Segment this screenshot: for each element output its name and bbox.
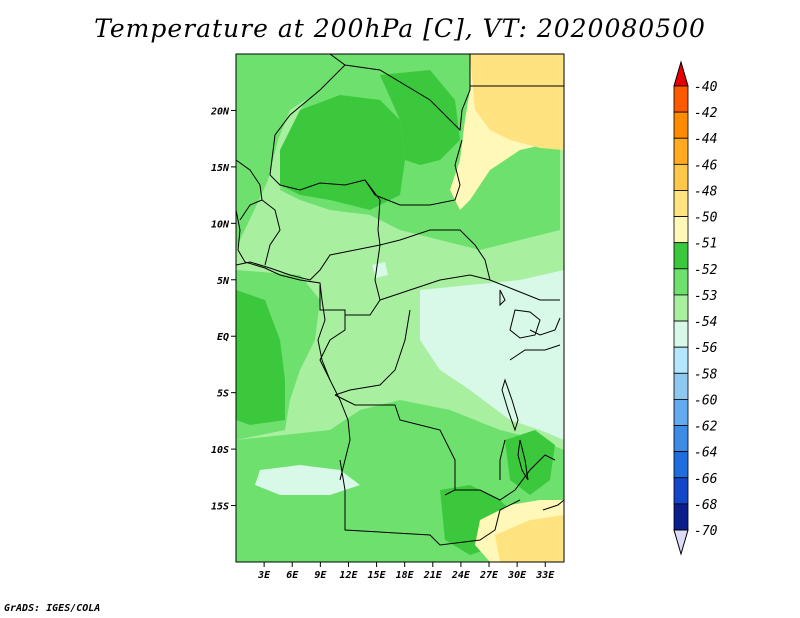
border-line — [499, 439, 506, 480]
lon-tick-label: 3E — [257, 570, 271, 581]
lon-tick-label: 12E — [339, 570, 358, 581]
temperature-field — [236, 54, 564, 562]
colorbar-label: -70 — [694, 524, 718, 539]
border-line — [455, 454, 556, 501]
grads-credit: GrADS: IGES/COLA — [4, 603, 101, 614]
colorbar: -40 -42 -44 -46 -48 -50 -51 -52 -53 -54 -56 -58 -60 -… — [673, 60, 718, 556]
colorbar-swatch — [673, 242, 689, 270]
field-band-minus54-south — [255, 465, 360, 495]
lat-tick-label: 20N — [210, 106, 230, 117]
field-band-minus52-northeast — [380, 70, 460, 165]
colorbar-label: -68 — [694, 498, 718, 513]
colorbar-swatch — [673, 503, 689, 531]
colorbar-label: -40 — [694, 80, 718, 95]
lat-tick-label: EQ — [217, 332, 229, 343]
colorbar-bottom-triangle — [673, 529, 689, 556]
colorbar-label: -66 — [694, 472, 718, 487]
colorbar-swatch — [673, 320, 689, 348]
colorbar-label: -51 — [694, 237, 717, 252]
colorbar-label: -52 — [694, 263, 718, 278]
field-band-minus52-east — [505, 430, 555, 495]
lake-victoria — [509, 309, 541, 339]
field-band-minus50-northeast — [470, 54, 564, 150]
border-line — [236, 229, 491, 281]
longitude-axis: 3E 6E 9E 12E 15E 18E 21E 24E 27E 30E 33E — [257, 562, 555, 581]
colorbar-label: -48 — [694, 184, 718, 199]
border-line — [542, 499, 564, 511]
border-line — [269, 64, 381, 246]
lake-tanganyika — [501, 378, 519, 432]
field-band-minus53-west — [236, 54, 330, 250]
colorbar-swatch — [673, 477, 689, 505]
colorbar-top-triangle — [673, 60, 689, 87]
field-band-minus50-southeast — [495, 515, 564, 562]
colorbar-swatch — [673, 399, 689, 426]
colorbar-label: -44 — [694, 132, 717, 147]
lon-tick-label: 27E — [479, 570, 499, 581]
colorbar-label: -64 — [694, 446, 717, 461]
colorbar-label: -50 — [694, 211, 718, 226]
colorbar-swatch — [673, 425, 689, 453]
colorbar-swatch — [673, 268, 689, 296]
colorbar-label: -56 — [694, 341, 718, 356]
field-band-minus54-east — [420, 270, 564, 440]
colorbar-swatch — [673, 163, 689, 191]
lon-tick-label: 18E — [396, 570, 415, 581]
lon-tick-label: 15E — [368, 570, 387, 581]
lon-tick-label: 24E — [451, 570, 471, 581]
colorbar-label: -58 — [694, 367, 718, 382]
lake-albert — [499, 289, 506, 307]
country-borders — [236, 54, 564, 546]
border-line — [261, 199, 281, 266]
colorbar-label: -42 — [694, 106, 718, 121]
lat-tick-label: 10N — [211, 219, 230, 230]
colorbar-swatch — [673, 190, 689, 217]
lat-tick-label: 10S — [211, 445, 229, 456]
field-band-minus52-west — [236, 290, 285, 425]
border-line — [529, 317, 561, 336]
colorbar-label: -54 — [694, 315, 717, 330]
colorbar-label: -62 — [694, 420, 718, 435]
lon-tick-label: 30E — [507, 570, 527, 581]
lon-tick-label: 9E — [314, 570, 327, 581]
colorbar-swatch — [673, 111, 689, 139]
border-line — [236, 159, 263, 221]
colorbar-label: -46 — [694, 158, 718, 173]
colorbar-swatch — [673, 85, 689, 113]
lat-tick-label: 15N — [211, 163, 230, 174]
colorbar-swatch — [673, 137, 689, 165]
border-line — [334, 394, 456, 496]
colorbar-swatch — [673, 216, 689, 244]
map-title: Temperature at 200hPa [C], VT: 202008050… — [94, 14, 706, 43]
colorbar-label: -60 — [694, 393, 718, 408]
lat-tick-label: 5N — [217, 276, 230, 287]
lon-tick-label: 6E — [286, 570, 299, 581]
border-line — [339, 459, 521, 546]
colorbar-swatch — [673, 346, 689, 374]
colorbar-swatch — [673, 294, 689, 322]
border-line — [379, 274, 560, 301]
lat-tick-label: 15S — [211, 502, 229, 513]
border-line — [364, 139, 463, 206]
border-line — [329, 54, 471, 132]
latitude-axis: 20N 15N 10N 5N EQ 5S 10S 15S — [210, 106, 236, 513]
border-line — [509, 344, 561, 361]
coastline — [236, 209, 351, 481]
map-frame — [235, 53, 565, 563]
lake-malawi — [517, 439, 529, 481]
border-line — [334, 309, 411, 396]
lat-tick-label: 5S — [217, 389, 229, 400]
field-band-minus52-north — [280, 95, 405, 210]
lon-tick-label: 21E — [423, 570, 443, 581]
colorbar-swatch — [673, 372, 689, 400]
colorbar-swatch — [673, 451, 689, 479]
colorbar-label: -53 — [694, 289, 717, 304]
border-line — [319, 285, 346, 381]
lon-tick-label: 33E — [535, 570, 555, 581]
